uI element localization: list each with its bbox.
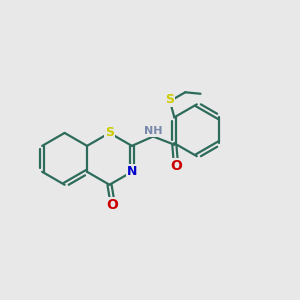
Text: N: N [127,165,138,178]
Text: O: O [170,159,182,173]
Text: S: S [165,93,174,106]
Text: O: O [106,198,119,212]
Text: NH: NH [145,126,163,136]
Text: S: S [105,126,114,140]
